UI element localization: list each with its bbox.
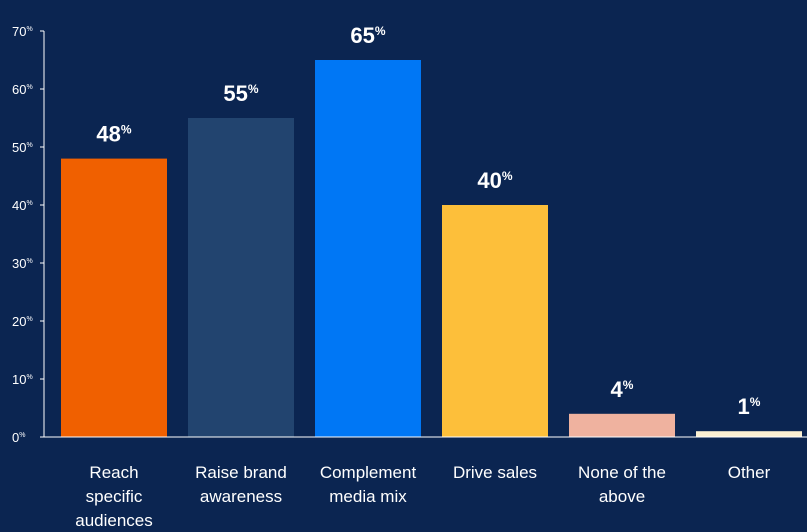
category-label-line: Reach <box>89 463 138 482</box>
bar-value-label: 40% <box>477 168 512 193</box>
bar-value-unit: % <box>750 395 761 409</box>
category-labels: Reach specific audiences Raise brand awarene… <box>75 463 770 530</box>
category-label: Drive sales <box>453 463 537 482</box>
bar <box>569 413 675 437</box>
category-label-line: audiences <box>75 511 153 530</box>
bar-value-number: 48 <box>96 122 120 147</box>
category-label: Reach specific audiences <box>75 463 153 530</box>
category-label-line: Raise brand <box>195 463 287 482</box>
bar <box>188 118 294 437</box>
y-tick-label: 20% <box>12 314 33 329</box>
category-label-line: awareness <box>200 487 282 506</box>
bar-value-unit: % <box>623 378 634 392</box>
y-tick-label: 30% <box>12 256 33 271</box>
bar <box>61 158 167 437</box>
bar-value-number: 55 <box>223 81 247 106</box>
category-label-line: Complement <box>320 463 417 482</box>
y-tick-label: 70% <box>12 24 33 39</box>
bar-value-unit: % <box>121 123 132 137</box>
bar-value-unit: % <box>375 24 386 38</box>
y-tick-label: 50% <box>12 140 33 155</box>
category-label-line: above <box>599 487 645 506</box>
y-tick-unit: % <box>26 26 32 33</box>
category-label: Other <box>728 463 771 482</box>
y-tick-unit: % <box>19 432 25 439</box>
y-tick-unit: % <box>26 316 32 323</box>
bar-value-number: 4 <box>611 377 624 402</box>
y-tick-unit: % <box>26 84 32 91</box>
y-tick-label: 10% <box>12 372 33 387</box>
category-label: None of the above <box>578 463 666 506</box>
bars <box>61 60 802 437</box>
y-tick-unit: % <box>26 374 32 381</box>
bar <box>696 431 802 437</box>
bar-value-number: 40 <box>477 168 501 193</box>
y-tick-label: 60% <box>12 82 33 97</box>
bar-value-number: 65 <box>350 23 374 48</box>
category-label: Complement media mix <box>320 463 417 506</box>
y-tick-label: 0% <box>12 430 25 445</box>
bar-value-label: 55% <box>223 81 258 106</box>
y-tick-label: 40% <box>12 198 33 213</box>
bar-value-label: 48% <box>96 122 131 147</box>
category-label-line: media mix <box>329 487 407 506</box>
y-tick-unit: % <box>26 258 32 265</box>
bar-value-label: 4% <box>611 377 634 402</box>
category-label-line: None of the <box>578 463 666 482</box>
category-label-line: Drive sales <box>453 463 537 482</box>
y-tick-unit: % <box>26 200 32 207</box>
category-label-line: specific <box>86 487 143 506</box>
category-label: Raise brand awareness <box>195 463 287 506</box>
bar-value-unit: % <box>502 169 513 183</box>
bar <box>442 205 548 437</box>
bar-value-unit: % <box>248 82 259 96</box>
y-tick-unit: % <box>26 142 32 149</box>
bar-value-label: 65% <box>350 23 385 48</box>
bar-value-number: 1 <box>738 394 750 419</box>
bar <box>315 60 421 437</box>
category-label-line: Other <box>728 463 771 482</box>
data-labels: 48%55%65%40%4%1% <box>96 23 760 419</box>
bar-value-label: 1% <box>738 394 761 419</box>
